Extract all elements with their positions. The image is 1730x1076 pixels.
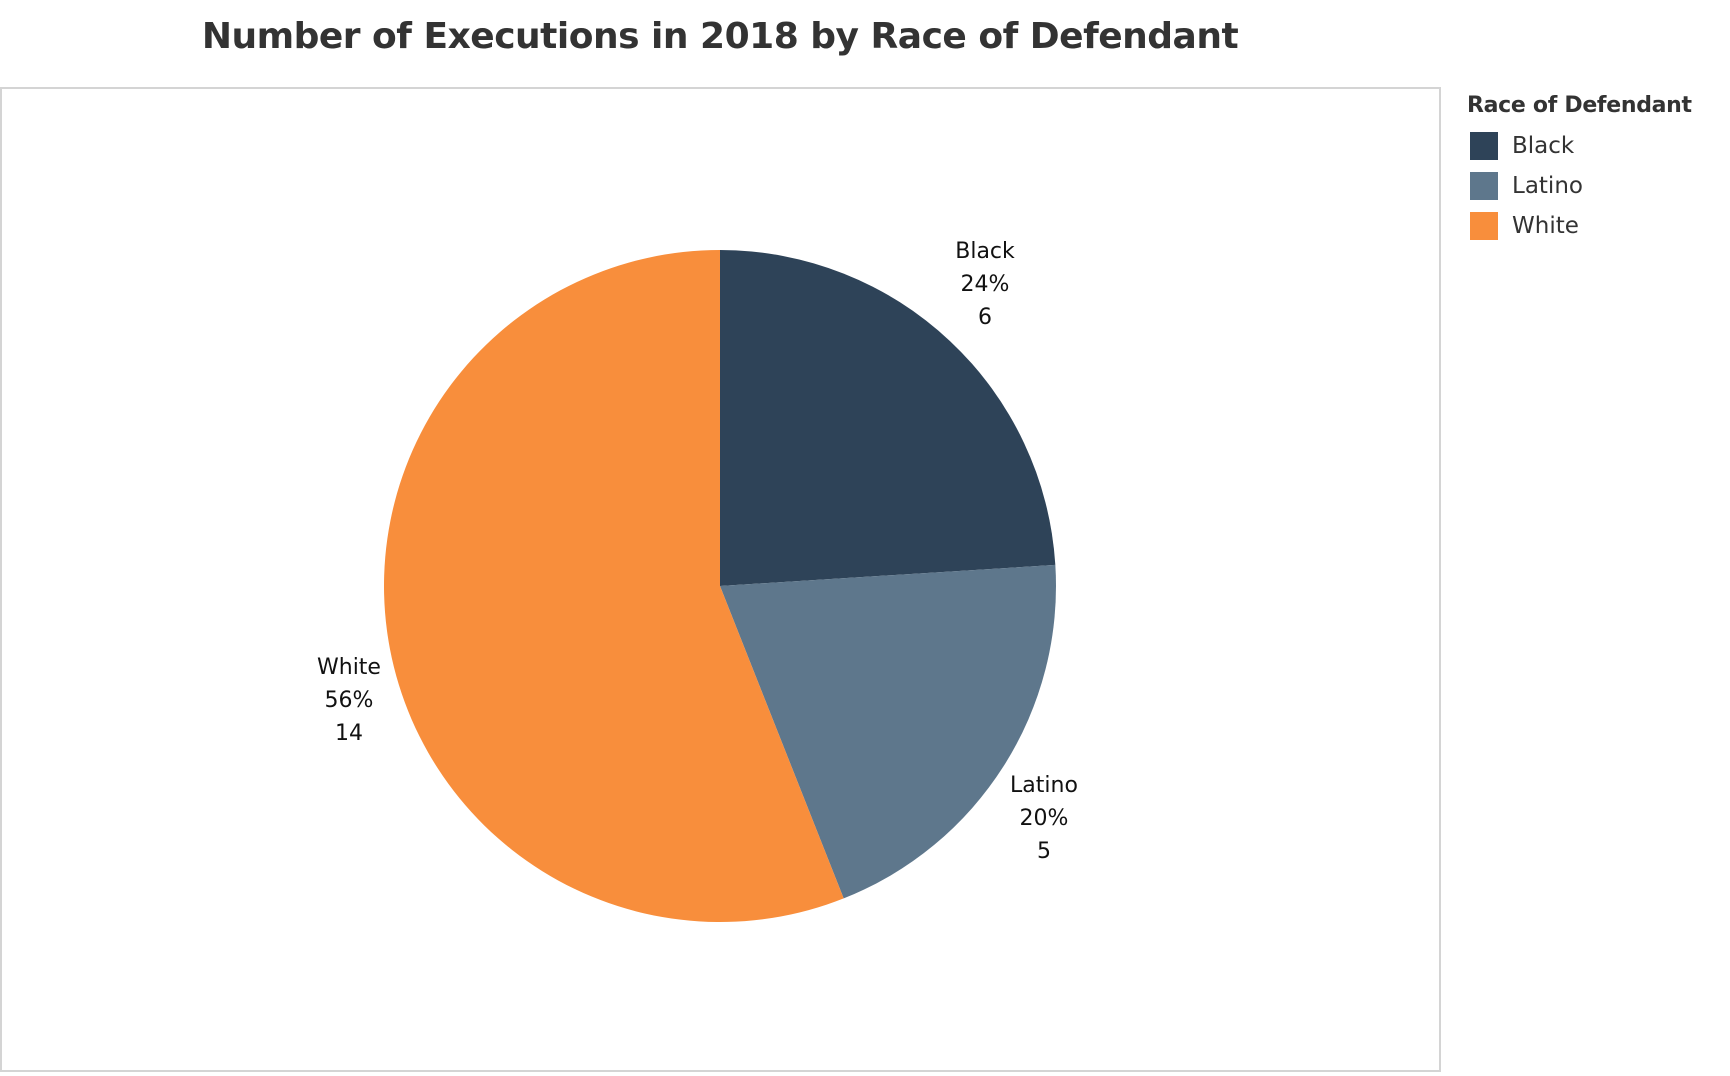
legend-label-latino: Latino: [1512, 173, 1583, 199]
legend-label-black: Black: [1512, 133, 1575, 159]
chart-title: Number of Executions in 2018 by Race of …: [201, 16, 1239, 57]
slice-label-category-black: Black: [955, 239, 1015, 264]
legend-swatch-latino: [1470, 172, 1498, 200]
slice-label-percent-latino: 20%: [1020, 806, 1069, 831]
legend-swatch-black: [1470, 132, 1498, 160]
pie-slice-latino[interactable]: [720, 564, 1056, 899]
legend-item-white[interactable]: White: [1467, 206, 1692, 246]
legend-item-latino[interactable]: Latino: [1467, 166, 1692, 206]
slice-label-percent-white: 56%: [325, 688, 374, 713]
pie-slice-black[interactable]: [720, 250, 1056, 586]
slice-label-category-latino: Latino: [1010, 773, 1078, 798]
slice-label-percent-black: 24%: [961, 272, 1010, 297]
legend-label-white: White: [1512, 213, 1579, 239]
slice-label-category-white: White: [317, 655, 381, 680]
legend-item-black[interactable]: Black: [1467, 126, 1692, 166]
legend-swatch-white: [1470, 212, 1498, 240]
slice-label-count-black: 6: [978, 305, 992, 330]
pie-slice-white[interactable]: [384, 250, 844, 922]
slice-label-count-white: 14: [335, 721, 363, 746]
legend: Race of Defendant Black Latino White: [1467, 93, 1692, 246]
slice-label-count-latino: 5: [1037, 839, 1051, 864]
legend-title: Race of Defendant: [1467, 93, 1692, 118]
